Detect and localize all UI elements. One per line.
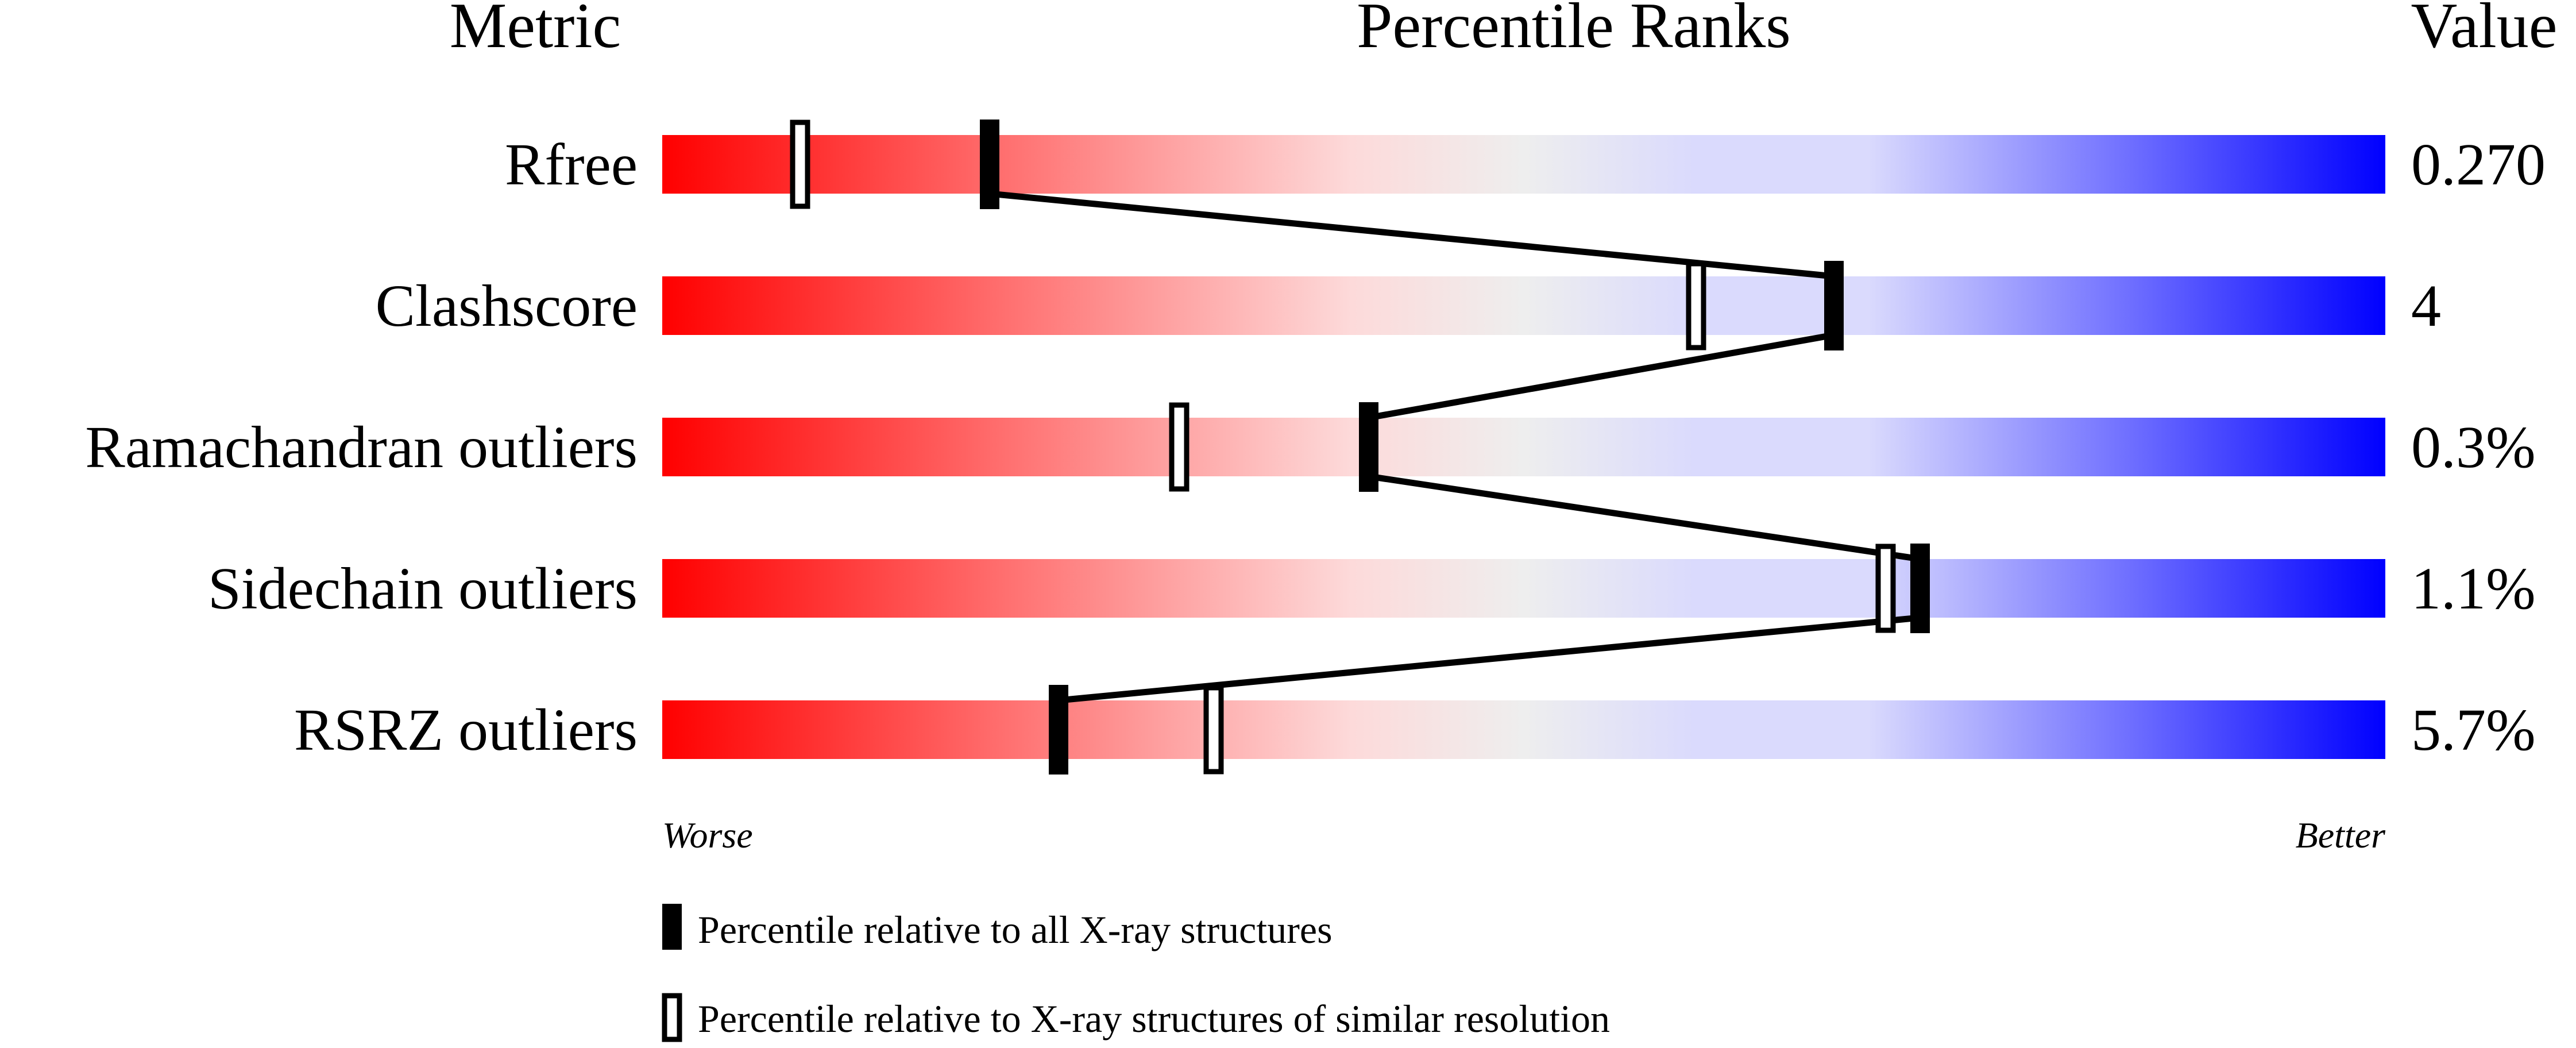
header-percentile-ranks: Percentile Ranks bbox=[1357, 0, 1791, 61]
percentile-bar bbox=[662, 559, 2385, 618]
legend-open-marker bbox=[662, 993, 682, 1042]
metric-value: 0.270 bbox=[2411, 132, 2546, 198]
metric-label: Clashscore bbox=[376, 273, 638, 339]
marker-similar-resolution bbox=[790, 120, 810, 209]
marker-all-structures bbox=[1359, 402, 1378, 492]
percentile-bar bbox=[662, 135, 2385, 194]
metric-value: 5.7% bbox=[2411, 697, 2536, 763]
connector-line bbox=[1058, 614, 1921, 704]
legend-open-label: Percentile relative to X-ray structures … bbox=[698, 997, 1610, 1041]
legend-filled-label: Percentile relative to all X-ray structu… bbox=[698, 908, 1333, 951]
marker-similar-resolution bbox=[1169, 402, 1189, 492]
header-value: Value bbox=[2411, 0, 2557, 61]
metric-value: 0.3% bbox=[2411, 414, 2536, 480]
marker-all-structures bbox=[980, 120, 999, 209]
percentile-bar bbox=[662, 276, 2385, 335]
metric-value: 1.1% bbox=[2411, 556, 2536, 622]
marker-all-structures bbox=[1049, 685, 1068, 775]
legend-filled-marker bbox=[662, 904, 682, 950]
metric-value: 4 bbox=[2411, 273, 2441, 339]
marker-similar-resolution bbox=[1203, 685, 1224, 775]
header-metric: Metric bbox=[450, 0, 621, 61]
marker-similar-resolution bbox=[1686, 261, 1706, 350]
metric-label: Ramachandran outliers bbox=[85, 414, 638, 480]
worse-label: Worse bbox=[662, 815, 753, 856]
connector-line bbox=[1368, 332, 1835, 421]
metric-label: Rfree bbox=[505, 132, 638, 198]
percentile-bar bbox=[662, 418, 2385, 476]
metric-label: RSRZ outliers bbox=[294, 697, 638, 763]
marker-similar-resolution bbox=[1875, 544, 1896, 633]
better-label: Better bbox=[2296, 815, 2386, 856]
marker-all-structures bbox=[1824, 261, 1844, 350]
percentile-bar bbox=[662, 700, 2385, 759]
metric-label: Sidechain outliers bbox=[208, 556, 638, 622]
connector-line bbox=[989, 190, 1835, 280]
marker-all-structures bbox=[1910, 544, 1930, 633]
connector-line bbox=[1368, 473, 1921, 562]
